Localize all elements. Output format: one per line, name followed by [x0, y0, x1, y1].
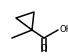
Text: O: O: [41, 44, 47, 53]
Text: OH: OH: [60, 25, 68, 34]
